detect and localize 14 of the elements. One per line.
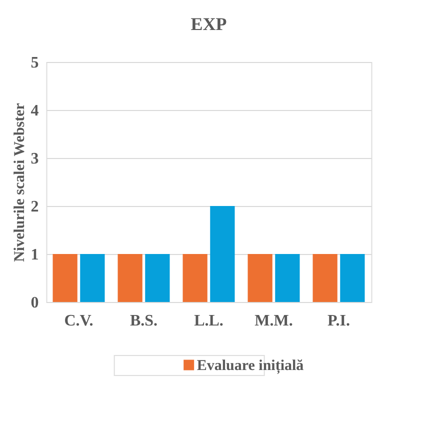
legend-label: Evaluare inițială <box>196 358 304 374</box>
y-tick-label: 1 <box>30 246 39 264</box>
x-tick-label: L.L. <box>194 312 224 330</box>
y-tick-label: 4 <box>30 102 39 120</box>
y-tick-label: 5 <box>30 54 39 72</box>
x-tick-label: B.S. <box>130 312 158 330</box>
y-tick-label: 2 <box>30 198 39 216</box>
x-tick-label: P.I. <box>327 312 350 330</box>
chart-title: EXP <box>190 14 227 34</box>
y-tick-label: 0 <box>30 294 39 312</box>
x-tick-label: M.M. <box>254 312 293 330</box>
x-tick-label: C.V. <box>64 312 94 330</box>
y-axis-title: Nivelurile scalei Webster <box>12 102 28 262</box>
y-tick-label: 3 <box>30 150 39 168</box>
